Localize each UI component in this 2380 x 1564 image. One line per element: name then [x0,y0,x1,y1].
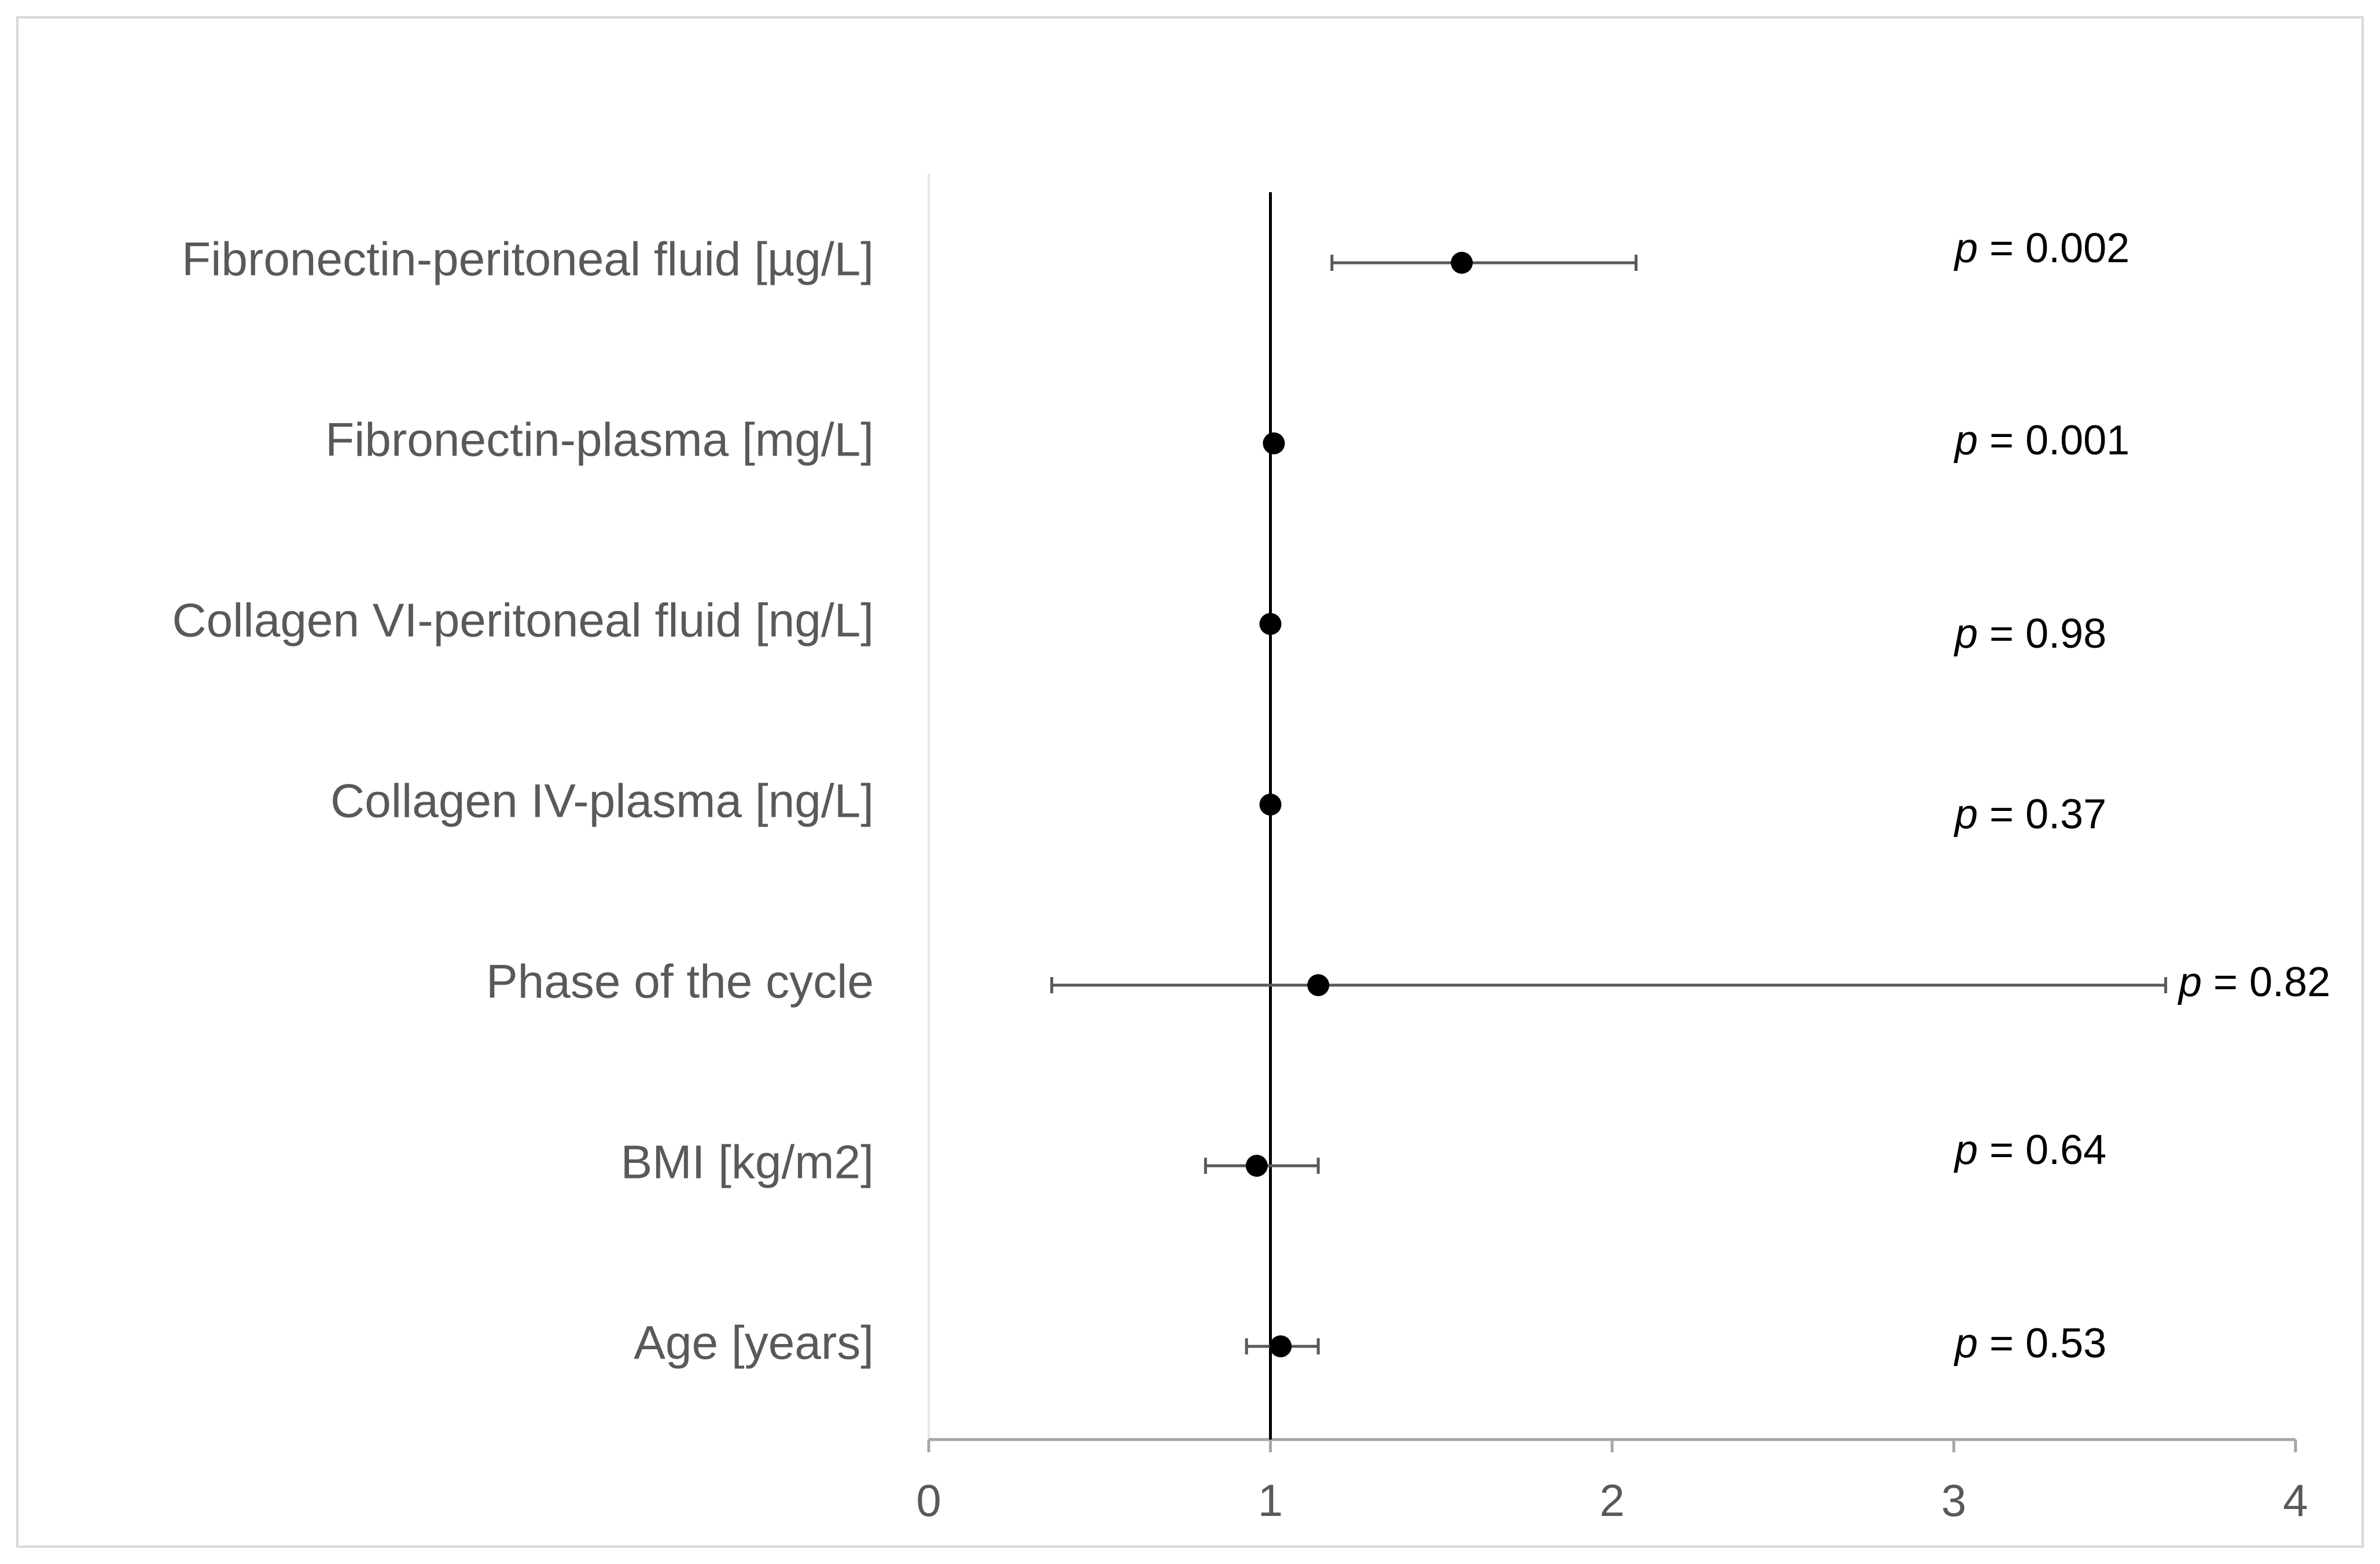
p-value-label: p = 0.53 [1954,1320,2106,1367]
row-label: BMI [kg/m2] [621,1136,874,1189]
forest-row: Collagen IV-plasma [ng/L] p = 0.37 [330,775,2106,838]
forest-row: Collagen VI-peritoneal fluid [ng/L] p = 0… [172,594,2106,657]
p-value: = 0.001 [1978,417,2129,464]
x-axis-ticks: 0 1 2 3 4 [916,1440,2308,1526]
row-label: Collagen VI-peritoneal fluid [ng/L] [172,594,874,647]
p-value-label: p = 0.002 [1954,225,2129,271]
forest-row: BMI [kg/m2] p = 0.64 [621,1127,2107,1189]
estimate-point [1307,974,1330,996]
p-value-label: p = 0.001 [1954,417,2129,464]
estimate-point [1259,794,1282,816]
forest-row: Phase of the cycle p = 0.82 [486,956,2330,1008]
row-label: Collagen IV-plasma [ng/L] [330,775,874,828]
p-symbol: p [1954,1127,1978,1173]
p-value: = 0.98 [1978,611,2106,657]
estimate-point [1263,432,1285,454]
p-symbol: p [1954,791,1978,838]
p-symbol: p [2177,959,2202,1005]
p-symbol: p [1954,611,1978,657]
row-label: Fibronectin-peritoneal fluid [µg/L] [182,233,874,286]
p-value-label: p = 0.98 [1954,611,2106,657]
p-value: = 0.002 [1978,225,2129,271]
row-label: Fibronectin-plasma [mg/L] [325,414,874,467]
x-tick-label-0: 0 [916,1475,941,1526]
estimate-point [1245,1155,1268,1177]
p-symbol: p [1954,225,1978,271]
estimate-point [1451,252,1473,274]
forest-row: Fibronectin-plasma [mg/L] p = 0.001 [325,414,2129,467]
p-value: = 0.53 [1978,1320,2106,1367]
x-tick-label-3: 3 [1941,1475,1966,1526]
forest-row: Age [years] p = 0.53 [634,1317,2106,1370]
p-symbol: p [1954,417,1978,464]
forest-row: Fibronectin-peritoneal fluid [µg/L] p = 0… [182,225,2129,286]
p-value: = 0.64 [1978,1127,2106,1173]
forest-rows: Fibronectin-peritoneal fluid [µg/L] p = 0… [172,225,2330,1370]
p-value-label: p = 0.82 [2177,959,2330,1005]
x-tick-label-4: 4 [2283,1475,2308,1526]
p-value: = 0.82 [2202,959,2330,1005]
estimate-point [1259,613,1282,635]
p-symbol: p [1954,1320,1978,1367]
estimate-point [1270,1335,1292,1357]
x-tick-label-2: 2 [1599,1475,1624,1526]
p-value-label: p = 0.64 [1954,1127,2106,1173]
p-value: = 0.37 [1978,791,2106,838]
x-tick-label-1: 1 [1258,1475,1283,1526]
row-label: Phase of the cycle [486,956,874,1008]
chart-frame [16,16,2364,1548]
row-label: Age [years] [634,1317,874,1370]
p-value-label: p = 0.37 [1954,791,2106,838]
